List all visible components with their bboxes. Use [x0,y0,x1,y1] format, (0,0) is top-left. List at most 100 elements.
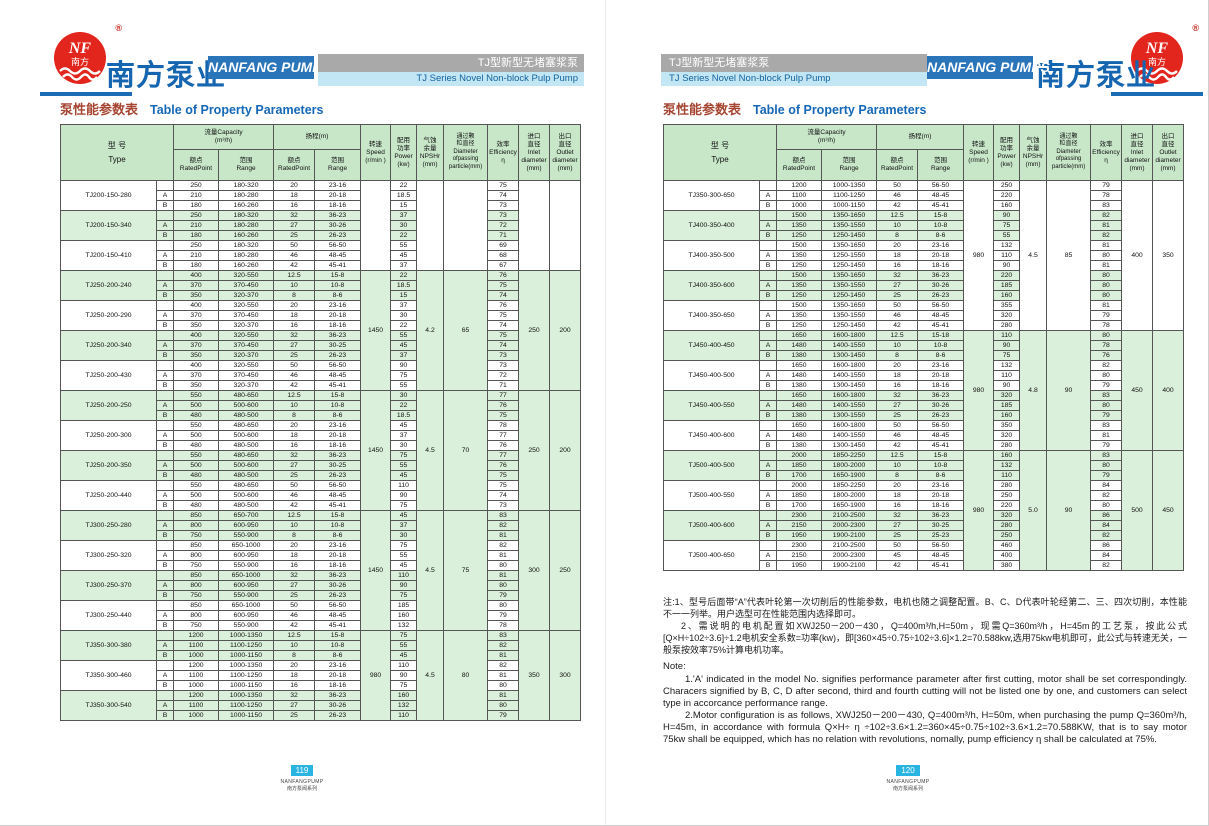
power-cell: 160 [390,690,418,701]
capacity-range-cell: 160-260 [218,200,275,211]
capacity-rated-cell: 1380 [776,350,823,361]
head-rated-cell: 27 [876,520,919,531]
capacity-rated-cell: 400 [173,360,220,371]
capacity-rated-cell: 1650 [776,330,823,341]
head-range-cell: 18-16 [917,380,965,391]
capacity-rated-cell: 1700 [776,500,823,511]
catalog-page: NF 南方 ® 南方泵业 NANFANG PUMPS TJ型新型无堵塞浆泵 TJ Serie… [605,0,1208,825]
cutting-letter-cell: B [155,350,175,361]
capacity-rated-cell: 750 [173,530,220,541]
power-cell: 160 [993,200,1021,211]
model-cell: TJ450-400-550 [663,390,760,421]
head-range-cell: 45-41 [917,440,965,451]
efficiency-cell: 81 [487,670,520,681]
cutting-letter-cell: A [155,550,175,561]
head-range-cell: 26-23 [314,470,362,481]
cutting-letter-cell: B [155,530,175,541]
capacity-range-cell: 180-280 [218,220,275,231]
efficiency-cell: 74 [487,490,520,501]
cutting-letter-cell [155,420,175,431]
capacity-rated-cell: 1350 [776,250,823,261]
cutting-letter-cell [758,450,778,461]
head-range-cell: 10-8 [314,280,362,291]
capacity-range-cell: 370-450 [218,280,275,291]
logo-underline [40,92,132,96]
power-cell: 110 [390,570,418,581]
outlet-diameter-cell [549,180,582,271]
head-rated-cell: 20 [273,420,316,431]
efficiency-cell: 83 [1090,390,1123,401]
npsh-cell: 4.8 [1019,330,1048,451]
column-subheader-head-range: 范围 Range [314,149,362,181]
power-cell: 22 [390,400,418,411]
efficiency-cell: 81 [1090,220,1123,231]
power-cell: 350 [993,420,1021,431]
capacity-rated-cell: 500 [173,400,220,411]
head-rated-cell: 20 [876,240,919,251]
power-cell: 160 [993,290,1021,301]
head-range-cell: 48-45 [917,310,965,321]
npsh-cell: 4.5 [416,510,445,631]
efficiency-cell: 80 [487,600,520,611]
cutting-letter-cell: A [155,220,175,231]
capacity-rated-cell: 1500 [776,300,823,311]
head-range-cell: 48-45 [917,550,965,561]
capacity-rated-cell: 370 [173,280,220,291]
column-subheader-head-rated: 额点 RatedPoint [273,149,316,181]
power-cell: 185 [993,400,1021,411]
parameters-table: 型 号 Type 流量Capacity (m³/h) 扬程(m) 转速 Speed (r… [662,124,1185,571]
head-rated-cell: 10 [876,340,919,351]
head-range-cell: 48-45 [917,430,965,441]
page-footer: 120 NANFANGPUMP 南方泵阀系列 [606,760,1208,793]
cutting-letter-cell: B [758,560,778,571]
head-rated-cell: 16 [273,560,316,571]
power-cell: 132 [993,360,1021,371]
cutting-letter-cell [758,540,778,551]
efficiency-cell: 80 [487,680,520,691]
head-rated-cell: 25 [273,710,316,721]
head-range-cell: 18-16 [314,560,362,571]
power-cell: 55 [390,330,418,341]
head-range-cell: 23-16 [917,480,965,491]
column-header-outlet-diameter: 出口 直径 Outlet diameter (mm) [1152,124,1185,181]
power-cell: 320 [993,310,1021,321]
model-cell: TJ250-200-300 [60,420,157,451]
model-cell: TJ350-300-460 [60,660,157,691]
table-row: TJ450-400-500 1650 1600-1800 20 23-16 132 82 [663,360,1184,391]
capacity-rated-cell: 1850 [776,460,823,471]
efficiency-cell: 67 [487,260,520,271]
table-row: A 500 500-600 46 48-45 90 74 [61,490,581,501]
table-row: TJ250-200-240 400 320-550 12.5 15-8 1450 22 4.2… [60,270,582,391]
capacity-range-cell: 1850-2250 [821,480,878,491]
npsh-cell: 4.5 [416,390,445,511]
head-range-cell: 8-6 [917,470,965,481]
head-range-cell: 10-8 [917,220,965,231]
capacity-range-cell: 320-370 [218,320,275,331]
head-rated-cell: 27 [876,400,919,411]
capacity-range-cell: 1250-1450 [821,320,878,331]
head-rated-cell: 45 [876,550,919,561]
capacity-range-cell: 1850-2250 [821,450,878,461]
efficiency-cell: 77 [487,390,520,401]
capacity-range-cell: 1350-1650 [821,270,878,281]
power-cell: 45 [390,560,418,571]
table-row: B 1250 1250-1450 8 8-6 55 82 [663,230,1184,241]
capacity-range-cell: 1350-1550 [821,280,878,291]
column-subheader-capacity-rated: 额点 RatedPoint [173,149,220,181]
efficiency-cell: 82 [1090,490,1123,501]
table-row: A 1480 1400-1550 10 10-8 90 78 [663,340,1184,351]
power-cell: 132 [390,620,418,631]
head-rated-cell: 12.5 [273,270,316,281]
head-range-cell: 15-8 [917,210,965,221]
efficiency-cell: 84 [1090,480,1123,491]
head-rated-cell: 16 [273,200,316,211]
efficiency-cell: 83 [1090,420,1123,431]
efficiency-cell: 80 [1090,460,1123,471]
power-cell: 90 [390,580,418,591]
capacity-rated-cell: 370 [173,340,220,351]
head-rated-cell: 10 [273,400,316,411]
head-rated-cell: 25 [273,350,316,361]
model-cell: TJ500-400-550 [663,480,760,511]
speed-cell [360,180,392,271]
column-header-efficiency: 效率 Efficiency η [1090,124,1123,181]
